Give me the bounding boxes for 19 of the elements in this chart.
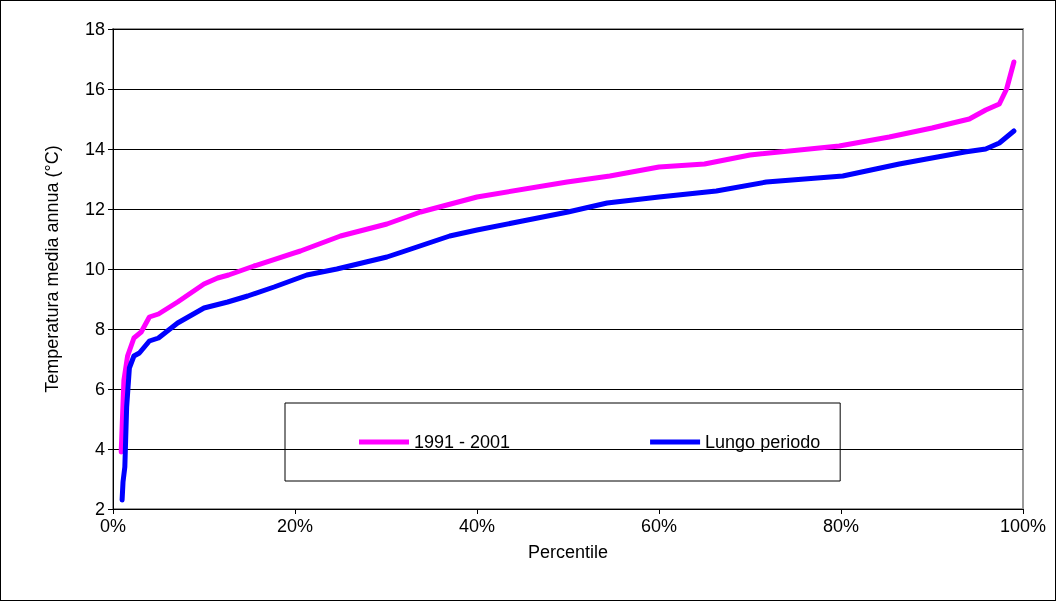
x-axis-title: Percentile [527, 542, 609, 562]
x-tick-label: 0% [99, 516, 127, 536]
legend-label: 1991 - 2001 [414, 432, 511, 452]
x-tick-label: 60% [640, 516, 678, 536]
y-tick-label: 10 [84, 259, 105, 279]
y-tick-label: 6 [94, 379, 105, 399]
y-tick-label: 14 [84, 139, 105, 159]
y-tick-label: 2 [94, 499, 105, 519]
y-axis-title: Temperatura media annua (°C) [42, 145, 62, 393]
x-tick-label: 20% [276, 516, 314, 536]
y-tick-label: 8 [94, 319, 105, 339]
x-tick-label: 80% [822, 516, 860, 536]
y-tick-label: 4 [94, 439, 105, 459]
legend-label: Lungo periodo [705, 432, 821, 452]
x-tick-label: 40% [458, 516, 496, 536]
y-tick-label: 16 [84, 79, 105, 99]
y-tick-label: 12 [84, 199, 105, 219]
y-tick-label: 18 [84, 19, 105, 39]
x-tick-label: 100% [999, 516, 1047, 536]
